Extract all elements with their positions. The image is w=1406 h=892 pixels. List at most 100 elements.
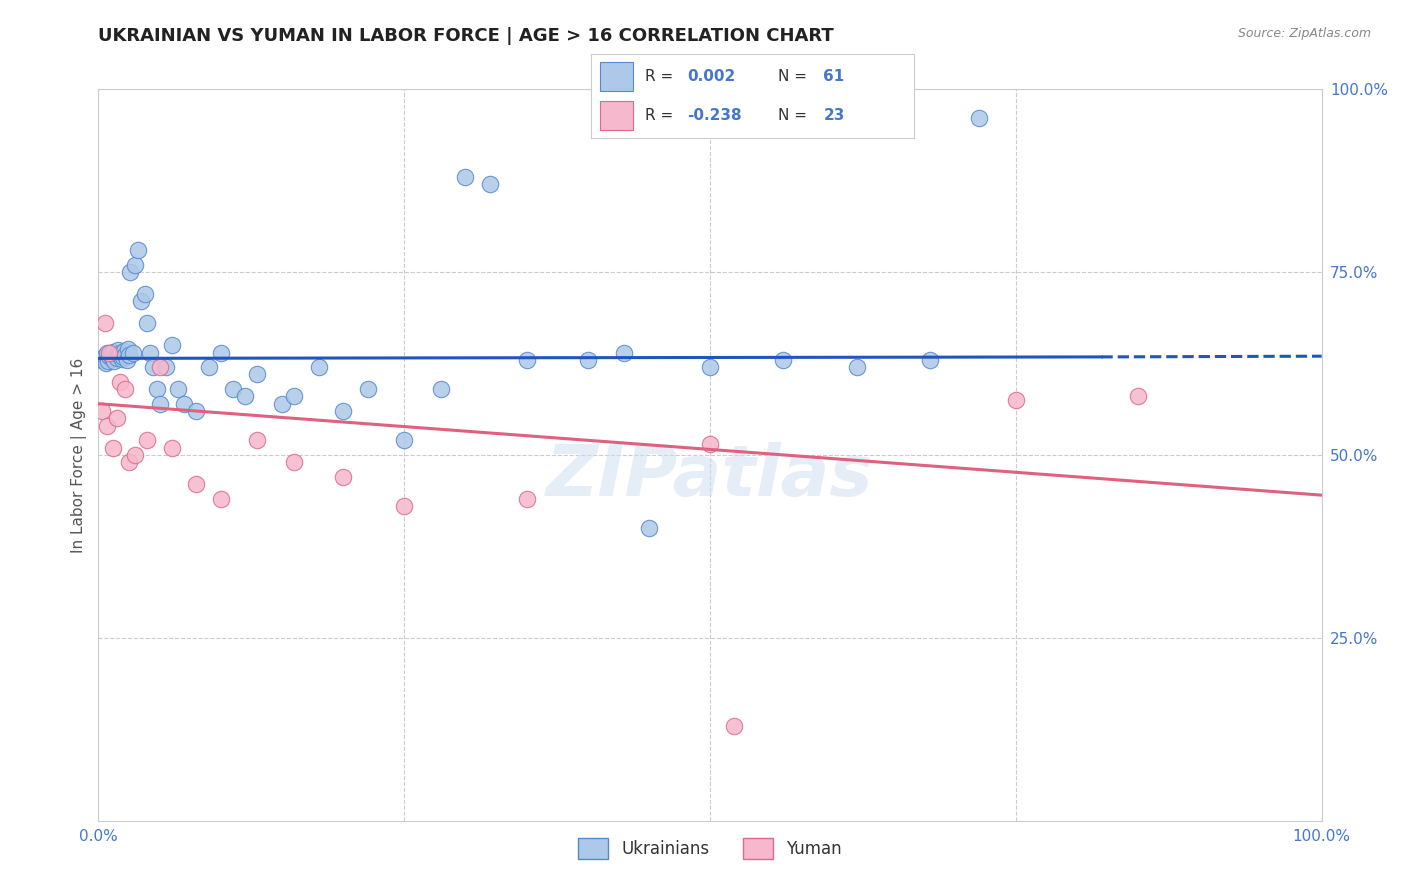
Point	[146, 382, 169, 396]
Text: 61: 61	[824, 69, 845, 84]
Point	[167, 382, 190, 396]
Point	[209, 345, 232, 359]
FancyBboxPatch shape	[600, 62, 633, 91]
Point	[222, 382, 245, 396]
Point	[392, 499, 416, 513]
Point	[515, 491, 537, 506]
Point	[134, 287, 156, 301]
Text: N =: N =	[778, 69, 811, 84]
Text: Source: ZipAtlas.com: Source: ZipAtlas.com	[1237, 27, 1371, 40]
Point	[129, 294, 152, 309]
Text: R =: R =	[645, 108, 679, 123]
Point	[515, 352, 537, 367]
Text: N =: N =	[778, 108, 811, 123]
Point	[97, 354, 120, 368]
FancyBboxPatch shape	[600, 101, 633, 130]
Point	[920, 352, 942, 367]
Point	[98, 349, 121, 363]
Point	[91, 404, 114, 418]
Point	[96, 345, 118, 359]
Text: R =: R =	[645, 69, 679, 84]
Point	[96, 418, 118, 433]
Point	[98, 345, 121, 359]
Point	[149, 397, 172, 411]
Point	[136, 434, 159, 448]
Point	[613, 345, 636, 359]
Point	[638, 521, 661, 535]
Point	[111, 352, 134, 367]
Point	[127, 243, 149, 257]
Point	[332, 404, 354, 418]
Point	[283, 389, 305, 403]
Text: -0.238: -0.238	[688, 108, 742, 123]
Point	[283, 455, 305, 469]
Point	[173, 397, 195, 411]
Point	[1004, 393, 1026, 408]
Point	[478, 178, 501, 192]
Point	[118, 455, 141, 469]
Point	[104, 348, 127, 362]
Point	[91, 352, 114, 367]
Point	[356, 382, 378, 396]
Point	[118, 348, 141, 362]
Point	[112, 344, 135, 359]
Legend: Ukrainians, Yuman: Ukrainians, Yuman	[569, 830, 851, 867]
Point	[197, 360, 219, 375]
Point	[114, 348, 136, 362]
Point	[124, 258, 146, 272]
Point	[93, 316, 115, 330]
Point	[105, 411, 128, 425]
Point	[114, 382, 136, 396]
Point	[121, 345, 143, 359]
Y-axis label: In Labor Force | Age > 16: In Labor Force | Age > 16	[72, 358, 87, 552]
Point	[576, 352, 599, 367]
Point	[845, 360, 868, 375]
Point	[155, 360, 177, 375]
Point	[124, 448, 146, 462]
Text: UKRAINIAN VS YUMAN IN LABOR FORCE | AGE > 16 CORRELATION CHART: UKRAINIAN VS YUMAN IN LABOR FORCE | AGE …	[98, 27, 834, 45]
Point	[270, 397, 294, 411]
Point	[111, 350, 134, 364]
Point	[186, 477, 208, 491]
Text: 0.002: 0.002	[688, 69, 735, 84]
Point	[136, 316, 159, 330]
Point	[105, 351, 128, 365]
Text: 23: 23	[824, 108, 845, 123]
Point	[430, 382, 453, 396]
Point	[160, 338, 183, 352]
Point	[186, 404, 208, 418]
Point	[209, 491, 232, 506]
Point	[392, 434, 416, 448]
Point	[772, 352, 794, 367]
Point	[101, 344, 124, 359]
Point	[93, 349, 115, 363]
Point	[332, 470, 354, 484]
Point	[723, 718, 745, 732]
Point	[110, 346, 132, 360]
Text: ZIPatlas: ZIPatlas	[547, 442, 873, 511]
Point	[149, 360, 172, 375]
Point	[108, 348, 131, 362]
Point	[454, 169, 477, 184]
Point	[1128, 389, 1150, 403]
Point	[120, 265, 142, 279]
Point	[160, 441, 183, 455]
Point	[246, 434, 269, 448]
Point	[139, 345, 162, 359]
Point	[246, 368, 269, 382]
Point	[308, 360, 330, 375]
Point	[107, 343, 129, 358]
Point	[101, 351, 124, 366]
Point	[117, 342, 139, 356]
Point	[103, 353, 125, 368]
Point	[115, 352, 138, 367]
Point	[94, 356, 117, 371]
Point	[110, 375, 132, 389]
Point	[101, 441, 124, 455]
Point	[699, 437, 721, 451]
Point	[233, 389, 256, 403]
Point	[699, 360, 721, 375]
Point	[967, 112, 990, 126]
Point	[142, 360, 165, 375]
Point	[100, 347, 122, 361]
